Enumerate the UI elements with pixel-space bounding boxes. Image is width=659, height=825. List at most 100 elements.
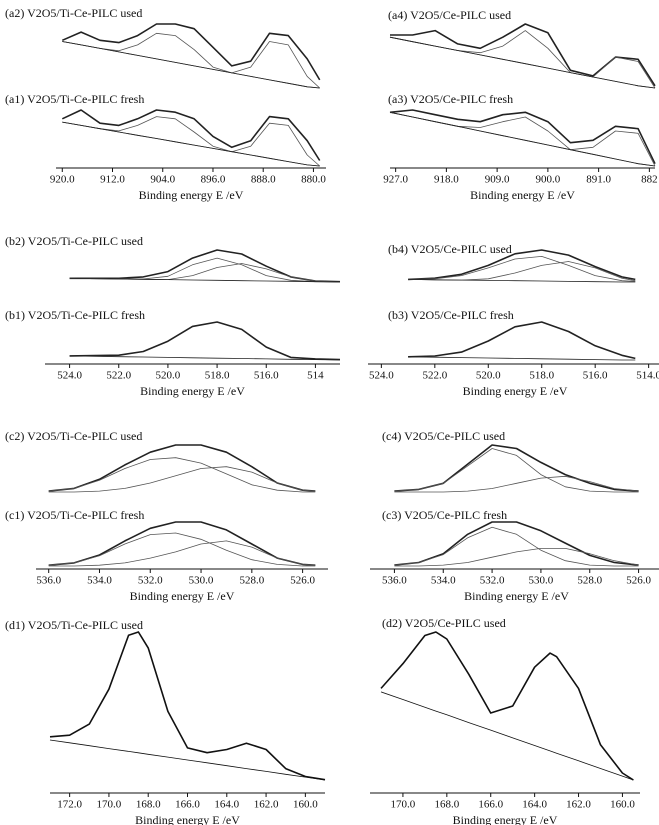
x-tick-label: 896.0 <box>201 174 226 186</box>
panel-title: (c1) V2O5/Ti-Ce-PILC fresh <box>5 508 144 522</box>
x-tick-label: 534.0 <box>87 575 112 587</box>
spectrum-line <box>408 356 636 361</box>
x-tick-label: 524.0 <box>369 370 394 382</box>
x-axis-label: Binding energy E /eV <box>140 384 245 398</box>
x-axis-label: Binding energy E /eV <box>135 813 240 825</box>
panel-title: (a2) V2O5/Ti-Ce-PILC used <box>5 6 142 20</box>
x-tick-label: 532.0 <box>480 575 505 587</box>
x-tick-label: 526.0 <box>626 575 651 587</box>
spectrum-line <box>389 30 656 89</box>
x-tick-label: 172.0 <box>57 799 82 811</box>
spectrum-line <box>49 631 326 781</box>
x-tick-label: 170.0 <box>391 799 416 811</box>
x-tick-label: 904.0 <box>150 174 175 186</box>
spectrum-line <box>408 249 636 281</box>
spectrum-line <box>61 109 321 161</box>
spectrum-line <box>394 521 639 566</box>
x-tick-label: 514.0 <box>636 370 659 382</box>
panel-title: (b3) V2O5/Ce-PILC fresh <box>388 308 514 322</box>
panel-title: (a4) V2O5/Ce-PILC used <box>388 8 511 22</box>
x-tick-label: 162.0 <box>254 799 279 811</box>
x-axis-label: Binding energy E /eV <box>463 384 568 398</box>
x-tick-label: 909.0 <box>485 174 510 186</box>
x-tick-label: 882 <box>641 174 658 186</box>
x-axis-label: Binding energy E /eV <box>453 813 558 825</box>
x-tick-label: 164.0 <box>522 799 547 811</box>
spectrum-line <box>48 444 316 492</box>
x-tick-label: 160.0 <box>610 799 635 811</box>
spectrum-line <box>69 321 341 361</box>
spectrum-line <box>69 277 341 283</box>
spectrum-line <box>389 36 656 89</box>
spectrum-line <box>62 32 320 89</box>
x-tick-label: 518.0 <box>529 370 554 382</box>
x-tick-label: 524.0 <box>57 370 82 382</box>
x-tick-label: 520.0 <box>476 370 501 382</box>
spectrum-line <box>48 466 316 493</box>
panel-title: (c3) V2O5/Ce-PILC fresh <box>382 508 507 522</box>
panel-title: (c2) V2O5/Ti-Ce-PILC used <box>5 429 142 443</box>
x-tick-label: 888.0 <box>251 174 276 186</box>
x-tick-label: 162.0 <box>566 799 591 811</box>
spectrum-line <box>62 41 320 89</box>
spectrum-line <box>389 111 656 167</box>
spectrum-line <box>394 475 639 493</box>
x-axis-label: Binding energy E /eV <box>464 589 569 603</box>
x-tick-label: 530.0 <box>529 575 554 587</box>
x-tick-label: 160.0 <box>293 799 318 811</box>
spectrum-line <box>408 255 636 282</box>
x-tick-label: 891.0 <box>586 174 611 186</box>
panel-title: (d1) V2O5/Ti-Ce-PILC used <box>5 618 143 632</box>
x-tick-label: 168.0 <box>136 799 161 811</box>
x-axis-label: Binding energy E /eV <box>470 188 575 202</box>
spectrum-line <box>408 321 636 360</box>
panel-title: (a1) V2O5/Ti-Ce-PILC fresh <box>5 92 144 106</box>
x-tick-label: 532.0 <box>138 575 163 587</box>
x-tick-label: 170.0 <box>97 799 122 811</box>
x-tick-label: 528.0 <box>239 575 264 587</box>
x-tick-label: 168.0 <box>434 799 459 811</box>
spectrum-line <box>69 249 341 283</box>
panel-title: (d2) V2O5/Ce-PILC used <box>382 616 506 630</box>
x-tick-label: 518.0 <box>205 370 230 382</box>
panel-title: (b1) V2O5/Ti-Ce-PILC fresh <box>5 308 145 322</box>
x-tick-label: 516.0 <box>254 370 279 382</box>
x-tick-label: 522.0 <box>422 370 447 382</box>
spectrum-line <box>48 457 316 493</box>
x-tick-label: 536.0 <box>36 575 61 587</box>
x-tick-label: 530.0 <box>189 575 214 587</box>
panel-title: (b2) V2O5/Ti-Ce-PILC used <box>5 234 143 248</box>
x-axis-label: Binding energy E /eV <box>139 188 244 202</box>
spectrum-line <box>62 121 320 167</box>
x-axis-label: Binding energy E /eV <box>130 589 235 603</box>
spectrum-line <box>49 739 326 781</box>
x-tick-label: 534.0 <box>431 575 456 587</box>
spectrum-line <box>390 23 656 87</box>
spectrum-line <box>389 109 656 165</box>
x-tick-label: 920.0 <box>50 174 75 186</box>
x-tick-label: 536.0 <box>382 575 407 587</box>
x-tick-label: 918.0 <box>434 174 459 186</box>
x-tick-label: 520.0 <box>156 370 181 382</box>
spectrum-line <box>48 532 316 567</box>
spectrum-line <box>394 526 639 567</box>
panel-title: (c4) V2O5/Ce-PILC used <box>382 429 505 443</box>
x-tick-label: 166.0 <box>175 799 200 811</box>
x-tick-label: 164.0 <box>214 799 239 811</box>
spectrum-line <box>61 23 321 81</box>
spectrum-line <box>408 279 636 283</box>
x-tick-label: 522.0 <box>106 370 131 382</box>
spectrum-line <box>380 691 634 781</box>
panel-title: (b4) V2O5/Ce-PILC used <box>388 242 512 256</box>
panel-title: (a3) V2O5/Ce-PILC fresh <box>388 92 513 106</box>
spectrum-line <box>380 631 634 781</box>
spectrum-line <box>394 448 639 493</box>
spectrum-line <box>394 548 639 567</box>
x-tick-label: 526.0 <box>290 575 315 587</box>
x-tick-label: 516.0 <box>583 370 608 382</box>
x-tick-label: 528.0 <box>577 575 602 587</box>
spectrum-line <box>69 355 341 361</box>
spectrum-line <box>48 540 316 567</box>
x-tick-label: 166.0 <box>478 799 503 811</box>
